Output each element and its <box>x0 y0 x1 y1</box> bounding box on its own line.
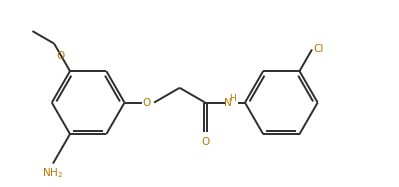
Text: O: O <box>201 137 209 147</box>
Text: Cl: Cl <box>313 45 324 54</box>
Text: NH$_2$: NH$_2$ <box>42 166 63 180</box>
Text: O: O <box>142 98 150 108</box>
Text: H: H <box>229 94 236 102</box>
Text: N: N <box>224 98 232 108</box>
Text: O: O <box>56 51 64 61</box>
